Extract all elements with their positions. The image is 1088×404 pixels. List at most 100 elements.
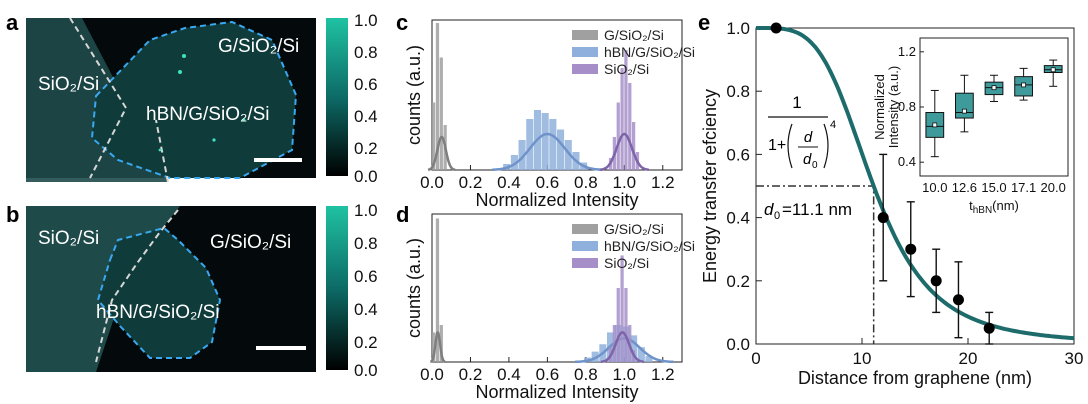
- x-axis-label: Distance from graphene (nm): [798, 368, 1032, 388]
- data-point: [770, 22, 782, 34]
- plot-frame: [431, 213, 683, 363]
- panel-c-label: c: [396, 10, 408, 35]
- formula-denominator-prefix: 1+: [768, 137, 786, 154]
- histogram-bar: [564, 140, 572, 170]
- legend-label: hBN/G/SiO₂/Si: [604, 44, 695, 60]
- y-tick-label: 0.0: [726, 335, 750, 354]
- data-point: [983, 322, 995, 334]
- panel-b-label: b: [6, 202, 19, 227]
- histogram-bar: [616, 102, 620, 170]
- gaussian-fit: [491, 132, 603, 172]
- panel-b-hbn-outline: [96, 226, 222, 359]
- panel-d-label: d: [396, 202, 409, 227]
- gaussian-fit: [429, 331, 446, 364]
- panel-a-micrograph: SiO₂/Si G/SiO₂/Si hBN/G/SiO₂/Si: [26, 17, 316, 183]
- colorbar-b-tick: 1.0: [354, 201, 378, 220]
- x-tick-label: 0: [751, 349, 760, 368]
- colorbar-a-tick: 1.0: [354, 11, 378, 30]
- histogram-bar: [432, 102, 436, 170]
- y-tick-label: 0.2: [726, 272, 750, 291]
- panel-b-label-g: G/SiO₂/Si: [210, 232, 291, 253]
- inset-y-axis-label: Intensity (a.u.): [886, 66, 901, 148]
- formula-exponent: 4: [830, 119, 836, 131]
- y-tick-label: 0.8: [726, 82, 750, 101]
- panel-a-label-hbn: hBN/G/SiO₂/Si: [146, 104, 270, 125]
- y-axis-label: counts (a.u.): [404, 238, 424, 338]
- legend-label: SiO₂/Si: [604, 61, 649, 77]
- series: [600, 255, 644, 364]
- d0-annot-prefix: d: [764, 200, 774, 219]
- histogram-bar: [620, 255, 624, 362]
- gaussian-fit: [600, 331, 644, 364]
- y-tick-label: 0.4: [726, 209, 750, 228]
- d0-annotation: d 0 =11.1 nm: [764, 200, 852, 222]
- panel-a-label-g: G/SiO₂/Si: [218, 36, 299, 57]
- histogram-bar: [518, 140, 526, 170]
- formula-numerator: 1: [792, 93, 801, 112]
- x-tick-label: 0.8: [574, 365, 598, 384]
- x-tick-label: 0.2: [459, 365, 483, 384]
- box-inset-chart: 1.2 0.8 0.4 10.0 12.6 15.0 17.1 20.0 thBN(nm) Nor…: [872, 37, 1069, 216]
- histogram-bar: [620, 68, 624, 170]
- box-mean: [962, 108, 967, 114]
- data-point: [905, 243, 917, 255]
- y-tick-label: 1.0: [726, 19, 750, 38]
- x-tick-label: 1.0: [612, 173, 636, 192]
- panel-a-label: a: [6, 10, 19, 35]
- legend-label: SiO₂/Si: [604, 255, 649, 271]
- legend-swatch: [572, 224, 598, 234]
- inset-x-axis-suffix: (nm): [992, 198, 1019, 213]
- inset-x-axis-label: thBN(nm): [969, 198, 1019, 216]
- inset-x-tick-label: 20.0: [1041, 180, 1066, 195]
- panel-a-hbn-outline: [90, 20, 298, 179]
- histogram-bar: [632, 122, 636, 170]
- x-tick-label: 1.2: [651, 173, 675, 192]
- colorbar-a-tick: 0.8: [354, 43, 378, 62]
- legend-swatch: [572, 241, 598, 251]
- inset-x-tick-label: 15.0: [981, 180, 1006, 195]
- colorbar-a-tick: 0.4: [354, 107, 378, 126]
- colorbar-a-tick: 0.2: [354, 139, 378, 158]
- fret-curve: [756, 26, 1075, 341]
- panel-b-label-hbn: hBN/G/SiO₂/Si: [96, 302, 220, 323]
- histogram-bar: [439, 57, 443, 170]
- formula: 1 1+ d d 0 4: [768, 93, 836, 171]
- histogram-bar: [510, 155, 518, 170]
- colorbar-b-tick: 0.4: [354, 300, 378, 319]
- gaussian-fit: [599, 132, 650, 172]
- legend-swatch: [572, 30, 598, 40]
- y-axis-label: counts (a.u.): [404, 45, 424, 145]
- x-tick-label: 0.2: [459, 173, 483, 192]
- x-tick-label: 20: [959, 349, 978, 368]
- formula-d: d: [804, 129, 813, 146]
- x-axis-label: Normalized Intensity: [475, 382, 638, 402]
- legend-swatch: [572, 47, 598, 57]
- series: [427, 23, 456, 172]
- x-tick-label: 0.6: [536, 173, 560, 192]
- y-axis-label: Energy transfer efciency: [700, 89, 720, 283]
- series: [599, 50, 650, 172]
- series: [491, 110, 603, 172]
- legend-swatch: [572, 258, 598, 268]
- panel-b-sio2-outline: [95, 209, 179, 363]
- x-tick-label: 10: [853, 349, 872, 368]
- panel-b-label-sio2: SiO₂/Si: [38, 228, 99, 249]
- x-tick-label: 0.0: [420, 173, 444, 192]
- d0-annot-sub: 0: [774, 210, 780, 222]
- legend-label: hBN/G/SiO₂/Si: [604, 238, 695, 254]
- histogram-bar: [526, 119, 534, 170]
- colorbar-b-tick: 0.2: [354, 333, 378, 352]
- inset-x-axis-sub: hBN: [973, 205, 992, 216]
- inset-x-tick-label: 17.1: [1011, 180, 1036, 195]
- x-tick-label: 1.2: [651, 365, 675, 384]
- series: [574, 325, 674, 364]
- colorbar-b-tick: 0.0: [354, 361, 378, 380]
- x-axis-label: Normalized Intensity: [475, 190, 638, 210]
- series: [429, 218, 446, 364]
- inset-x-tick-label: 12.6: [952, 180, 977, 195]
- x-tick-label: 0.4: [497, 365, 521, 384]
- histogram-bar: [435, 218, 440, 362]
- data-point: [930, 275, 942, 287]
- legend-label: G/SiO₂/Si: [604, 27, 664, 43]
